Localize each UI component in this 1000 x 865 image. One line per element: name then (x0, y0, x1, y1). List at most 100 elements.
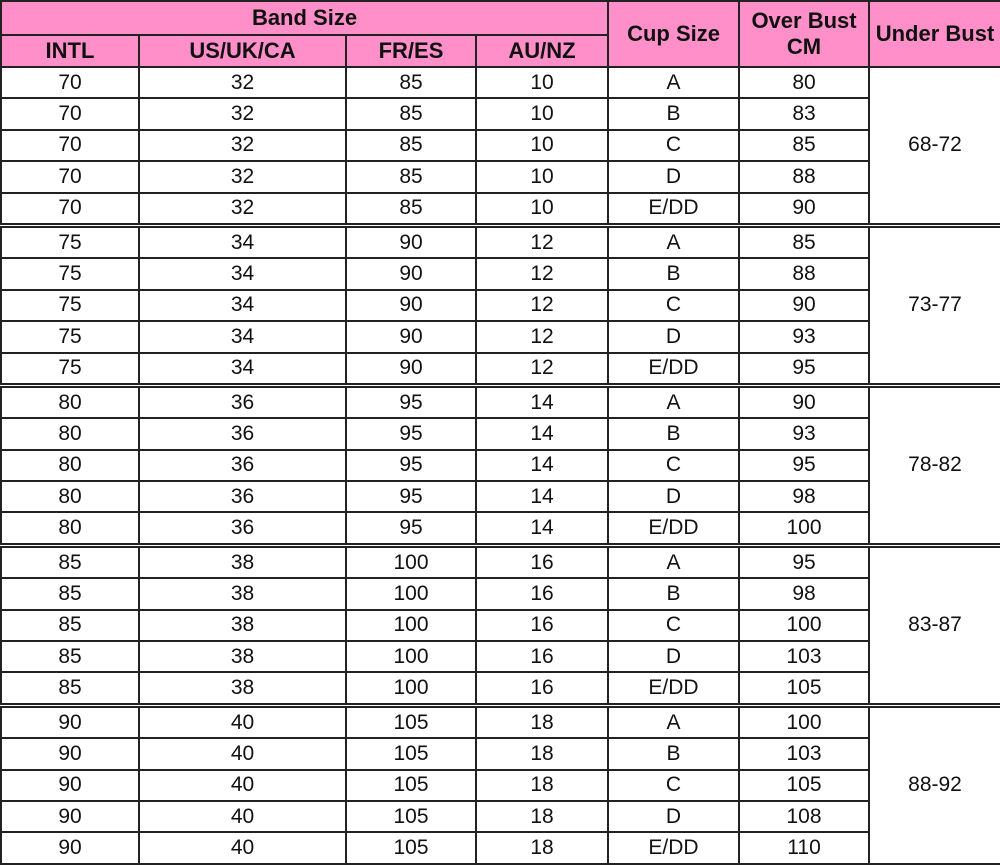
au-nz-cell: 18 (474, 702, 610, 740)
au-nz-cell: 16 (474, 640, 610, 674)
over-bust-cell: 80 (738, 65, 871, 100)
over-bust-cell: 98 (738, 480, 871, 514)
intl-cell: 85 (0, 671, 140, 707)
intl-cell: 70 (0, 128, 140, 163)
cup-size-cell: D (607, 799, 741, 834)
over-bust-cell: 103 (738, 737, 871, 771)
table-row: 85 38 100 16 B 98 (0, 577, 1000, 611)
table-row: 90 40 105 18 A 100 88-92 (0, 702, 1000, 865)
us-uk-ca-cell: 32 (138, 65, 347, 100)
fr-es-cell: 95 (345, 511, 477, 547)
over-bust-cell: 108 (738, 799, 871, 834)
fr-es-cell: 90 (345, 320, 477, 354)
au-nz-cell: 10 (474, 160, 610, 194)
over-bust-cell: 85 (738, 128, 871, 163)
us-uk-ca-cell: 32 (138, 191, 347, 227)
under-bust-cell: 68-72 (868, 65, 1000, 227)
over-bust-cell: 95 (738, 351, 871, 387)
table-row: 85 38 100 16 A 95 83-87 (0, 542, 1000, 707)
us-uk-ca-cell: 36 (138, 382, 347, 420)
intl-cell: 90 (0, 768, 140, 802)
us-uk-ca-cell: 34 (138, 351, 347, 387)
cup-size-cell: E/DD (607, 671, 741, 707)
fr-es-header: FR/ES (345, 34, 477, 68)
us-uk-ca-header: US/UK/CA (138, 34, 347, 68)
fr-es-cell: 90 (345, 257, 477, 291)
us-uk-ca-cell: 32 (138, 97, 347, 131)
au-nz-cell: 16 (474, 577, 610, 611)
us-uk-ca-cell: 40 (138, 737, 347, 771)
intl-cell: 75 (0, 257, 140, 291)
fr-es-cell: 95 (345, 448, 477, 483)
au-nz-cell: 10 (474, 128, 610, 163)
over-bust-cell: 93 (738, 417, 871, 451)
intl-cell: 80 (0, 480, 140, 514)
cup-size-cell: D (607, 480, 741, 514)
table-row: 90 40 105 18 B 103 (0, 737, 1000, 771)
us-uk-ca-cell: 34 (138, 222, 347, 260)
us-uk-ca-cell: 36 (138, 480, 347, 514)
table-row: 85 38 100 16 D 103 (0, 640, 1000, 674)
cup-size-cell: C (607, 768, 741, 802)
table-row: 70 32 85 10 D 88 (0, 160, 1000, 194)
table-row: 85 38 100 16 E/DD 105 (0, 671, 1000, 707)
cup-size-cell: A (607, 65, 741, 100)
cup-size-cell: E/DD (607, 191, 741, 227)
au-nz-cell: 18 (474, 768, 610, 802)
cup-size-cell: E/DD (607, 351, 741, 387)
fr-es-cell: 100 (345, 577, 477, 611)
intl-cell: 85 (0, 577, 140, 611)
fr-es-cell: 105 (345, 799, 477, 834)
us-uk-ca-cell: 36 (138, 448, 347, 483)
us-uk-ca-cell: 38 (138, 640, 347, 674)
table-row: 70 32 85 10 A 80 68-72 (0, 65, 1000, 227)
fr-es-cell: 100 (345, 542, 477, 580)
intl-cell: 80 (0, 382, 140, 420)
cup-size-cell: C (607, 288, 741, 323)
over-bust-cell: 88 (738, 160, 871, 194)
au-nz-cell: 14 (474, 448, 610, 483)
au-nz-cell: 12 (474, 320, 610, 354)
us-uk-ca-cell: 34 (138, 257, 347, 291)
au-nz-cell: 10 (474, 65, 610, 100)
over-bust-cell: 95 (738, 542, 871, 580)
fr-es-cell: 95 (345, 382, 477, 420)
intl-header: INTL (0, 34, 140, 68)
over-bust-header: Over Bust CM (738, 0, 871, 68)
over-bust-cell: 90 (738, 382, 871, 420)
cup-size-cell: C (607, 608, 741, 643)
intl-cell: 90 (0, 831, 140, 865)
fr-es-cell: 105 (345, 768, 477, 802)
fr-es-cell: 85 (345, 97, 477, 131)
fr-es-cell: 85 (345, 160, 477, 194)
fr-es-cell: 100 (345, 608, 477, 643)
table-row: 90 40 105 18 E/DD 110 (0, 831, 1000, 865)
fr-es-cell: 95 (345, 417, 477, 451)
cup-size-cell: E/DD (607, 831, 741, 865)
size-table-body: 70 32 85 10 A 80 68-72 70 32 85 10 B 83 70 32 85 10 C 85 70… (0, 65, 1000, 865)
intl-cell: 85 (0, 542, 140, 580)
intl-cell: 85 (0, 640, 140, 674)
cup-size-cell: B (607, 577, 741, 611)
cup-size-header: Cup Size (607, 0, 741, 68)
intl-cell: 90 (0, 799, 140, 834)
over-bust-cell: 100 (738, 608, 871, 643)
us-uk-ca-cell: 38 (138, 608, 347, 643)
band-size-header: Band Size (0, 0, 610, 36)
fr-es-cell: 105 (345, 702, 477, 740)
intl-cell: 75 (0, 351, 140, 387)
au-nz-cell: 18 (474, 737, 610, 771)
table-row: 70 32 85 10 C 85 (0, 128, 1000, 163)
cup-size-cell: B (607, 97, 741, 131)
fr-es-cell: 90 (345, 222, 477, 260)
au-nz-cell: 12 (474, 222, 610, 260)
us-uk-ca-cell: 38 (138, 542, 347, 580)
fr-es-cell: 85 (345, 128, 477, 163)
au-nz-cell: 18 (474, 799, 610, 834)
fr-es-cell: 90 (345, 351, 477, 387)
us-uk-ca-cell: 32 (138, 128, 347, 163)
au-nz-cell: 16 (474, 671, 610, 707)
fr-es-cell: 85 (345, 191, 477, 227)
over-bust-cell: 110 (738, 831, 871, 865)
intl-cell: 75 (0, 288, 140, 323)
